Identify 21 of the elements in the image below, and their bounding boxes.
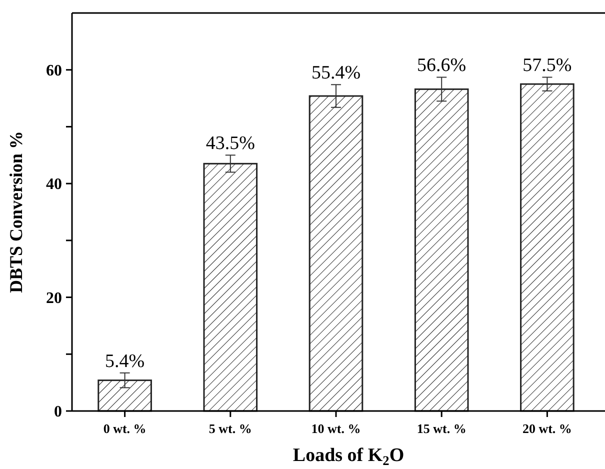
bar [414,88,469,412]
x-tick-label: 15 wt. % [416,421,466,436]
x-tick-label: 0 wt. % [103,421,146,436]
data-label: 55.4% [311,62,361,84]
y-tick-label: 40 [46,176,62,194]
bar [520,83,574,412]
x-tick-label: 10 wt. % [311,421,361,436]
data-label: 57.5% [522,55,572,76]
bar [203,162,258,412]
x-axis-title: Loads of K$_{2}$O [292,445,404,468]
y-axis-title: DBTS Conversion % [6,130,26,294]
x-tick-label: 20 wt. % [522,421,572,436]
y-tick-label: 0 [54,404,62,421]
data-label: 43.5% [206,133,256,154]
y-tick-label: 20 [46,290,62,307]
bar [308,95,364,412]
data-label: 56.6% [417,55,466,76]
y-tick-label: 60 [46,62,62,80]
bar [98,380,152,412]
x-tick-label: 5 wt. % [208,421,252,436]
data-label: 5.4% [105,350,145,372]
